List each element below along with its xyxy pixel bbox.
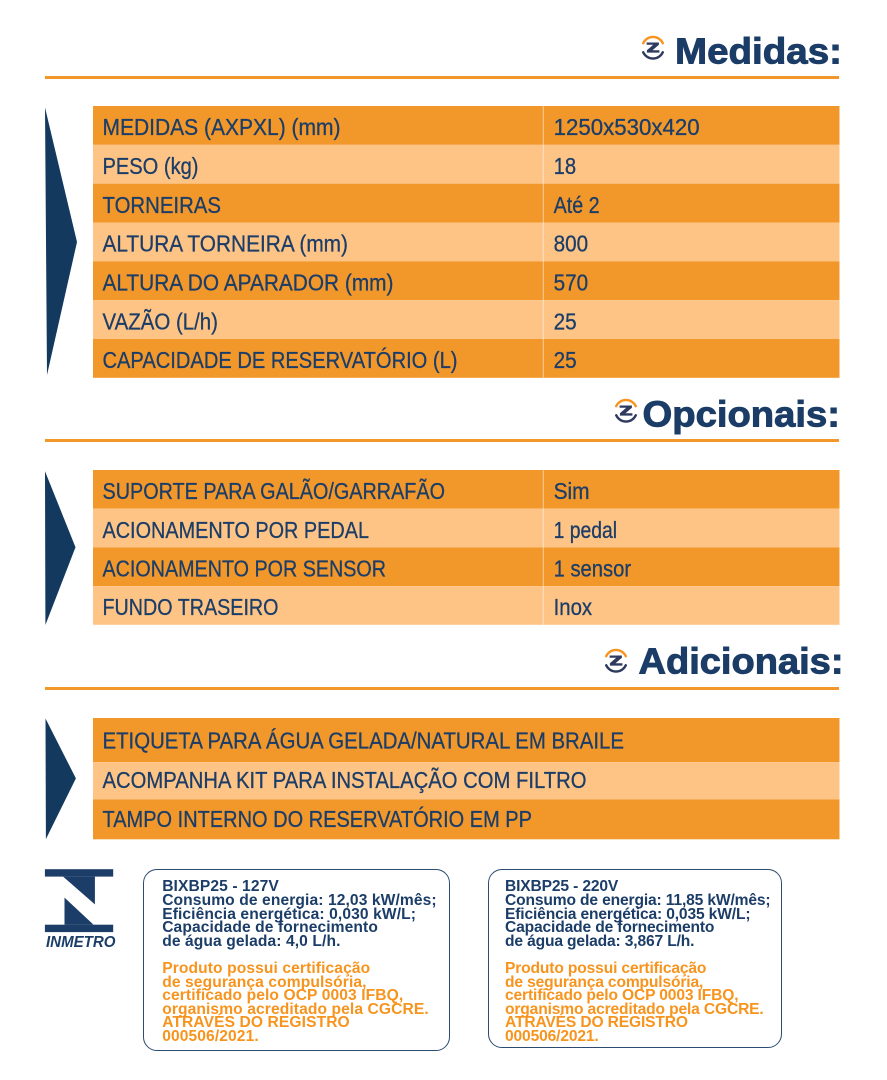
svg-text:18: 18 — [554, 153, 576, 179]
svg-text:Inox: Inox — [554, 594, 593, 620]
svg-text:Até 2: Até 2 — [554, 192, 600, 218]
svg-text:MEDIDAS (AXPXL) (mm): MEDIDAS (AXPXL) (mm) — [103, 114, 341, 140]
svg-text:ALTURA TORNEIRA (mm): ALTURA TORNEIRA (mm) — [103, 230, 348, 256]
svg-text:1 sensor: 1 sensor — [554, 556, 632, 582]
svg-text:ACIONAMENTO POR SENSOR: ACIONAMENTO POR SENSOR — [103, 556, 386, 582]
svg-text:TORNEIRAS: TORNEIRAS — [103, 192, 221, 218]
svg-text:Medidas:: Medidas: — [675, 30, 842, 71]
svg-text:INMETRO: INMETRO — [46, 934, 116, 951]
svg-text:VAZÃO (L/h): VAZÃO (L/h) — [103, 308, 218, 334]
svg-text:PESO (kg): PESO (kg) — [103, 153, 199, 179]
svg-text:Adicionais:: Adicionais: — [639, 640, 844, 681]
svg-text:CAPACIDADE DE RESERVATÓRIO (L): CAPACIDADE DE RESERVATÓRIO (L) — [103, 347, 458, 373]
svg-text:1 pedal: 1 pedal — [554, 517, 617, 543]
svg-text:TAMPO INTERNO DO RESERVATÓRIO: TAMPO INTERNO DO RESERVATÓRIO EM PP — [103, 806, 532, 832]
svg-text:Sim: Sim — [554, 478, 590, 504]
svg-text:ACOMPANHA KIT PARA INSTALAÇÃO: ACOMPANHA KIT PARA INSTALAÇÃO COM FILTRO — [103, 767, 587, 793]
svg-text:ALTURA DO APARADOR (mm): ALTURA DO APARADOR (mm) — [103, 269, 394, 295]
svg-text:1250x530x420: 1250x530x420 — [554, 114, 700, 140]
svg-text:570: 570 — [554, 269, 588, 295]
svg-text:25: 25 — [554, 308, 577, 334]
svg-text:SUPORTE PARA GALÃO/GARRAFÃO: SUPORTE PARA GALÃO/GARRAFÃO — [103, 478, 445, 504]
svg-text:ACIONAMENTO POR PEDAL: ACIONAMENTO POR PEDAL — [103, 517, 369, 543]
svg-text:Opcionais:: Opcionais: — [643, 393, 841, 434]
svg-text:800: 800 — [554, 230, 588, 256]
svg-text:FUNDO TRASEIRO: FUNDO TRASEIRO — [103, 594, 279, 620]
svg-text:ETIQUETA PARA ÁGUA GELADA/NATU: ETIQUETA PARA ÁGUA GELADA/NATURAL EM BRA… — [103, 728, 624, 754]
svg-text:25: 25 — [554, 347, 577, 373]
